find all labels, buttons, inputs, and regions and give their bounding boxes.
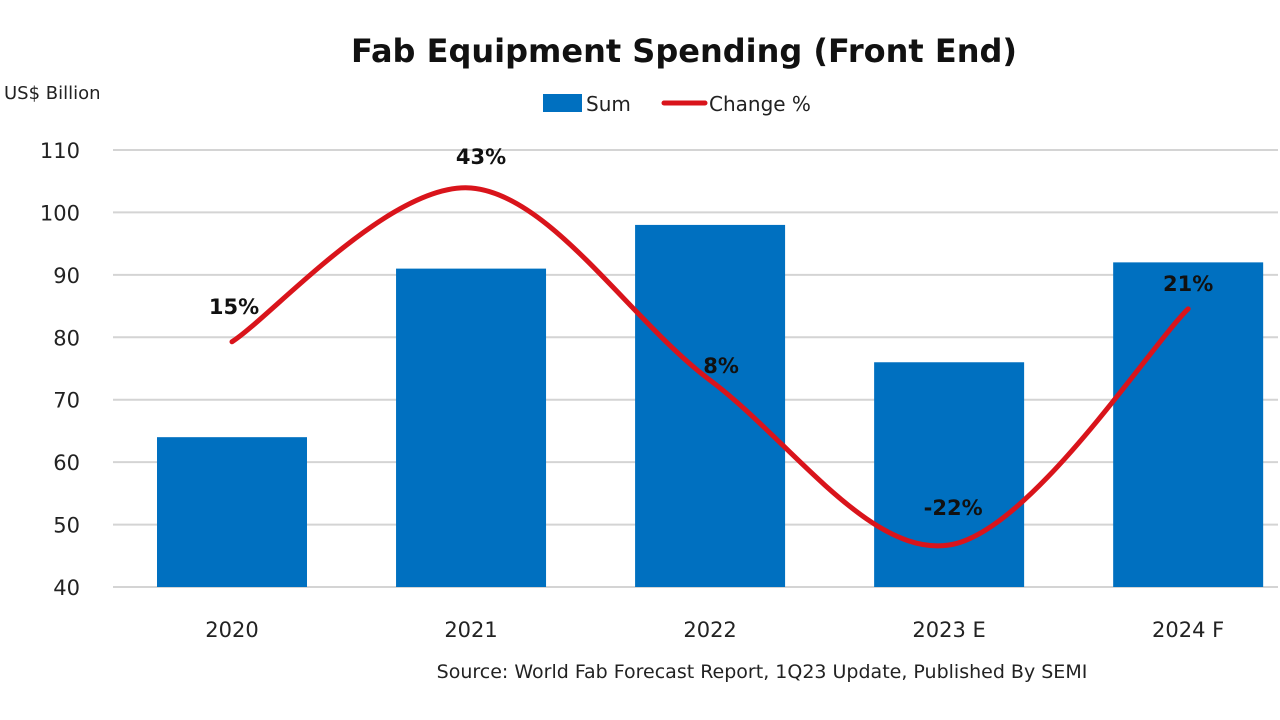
bar-2021 <box>396 268 547 587</box>
source-note: Source: World Fab Forecast Report, 1Q23 … <box>437 661 1088 683</box>
change-data-label: 15% <box>209 295 259 319</box>
x-tick-label: 2022 <box>683 618 736 642</box>
bar-2023-e <box>874 362 1025 587</box>
legend-swatch-sum <box>543 94 582 112</box>
legend-label-sum: Sum <box>586 92 631 116</box>
change-data-label: 21% <box>1163 272 1213 296</box>
change-data-label: -22% <box>924 496 983 520</box>
x-tick-label: 2023 E <box>912 618 985 642</box>
change-data-labels: 15% 43% 8% -22% 21% <box>209 145 1213 520</box>
y-axis-ticks: 40 50 60 70 80 90 100 110 <box>40 139 80 600</box>
y-tick-label: 40 <box>53 576 80 600</box>
bar-series-sum <box>157 224 1264 587</box>
chart-title: Fab Equipment Spending (Front End) <box>351 32 1017 70</box>
x-tick-label: 2024 F <box>1152 618 1224 642</box>
y-tick-label: 70 <box>53 389 80 413</box>
change-data-label: 8% <box>703 354 739 378</box>
y-axis-unit-label: US$ Billion <box>4 83 101 104</box>
x-tick-label: 2021 <box>444 618 497 642</box>
legend-label-change: Change % <box>709 92 811 116</box>
y-tick-label: 90 <box>53 264 80 288</box>
bar-2024-f <box>1113 262 1264 587</box>
legend: Sum Change % <box>543 92 811 116</box>
y-tick-label: 110 <box>40 139 80 163</box>
line-series-change <box>229 185 1191 549</box>
y-tick-label: 100 <box>40 201 80 225</box>
x-tick-label: 2020 <box>205 618 258 642</box>
change-data-label: 43% <box>456 145 506 169</box>
bar-2020 <box>157 437 307 587</box>
x-axis-ticks: 2020 2021 2022 2023 E 2024 F <box>205 618 1224 642</box>
y-tick-label: 50 <box>53 514 80 538</box>
bar-2022 <box>635 224 786 587</box>
y-tick-label: 60 <box>53 451 80 475</box>
y-tick-label: 80 <box>53 326 80 350</box>
